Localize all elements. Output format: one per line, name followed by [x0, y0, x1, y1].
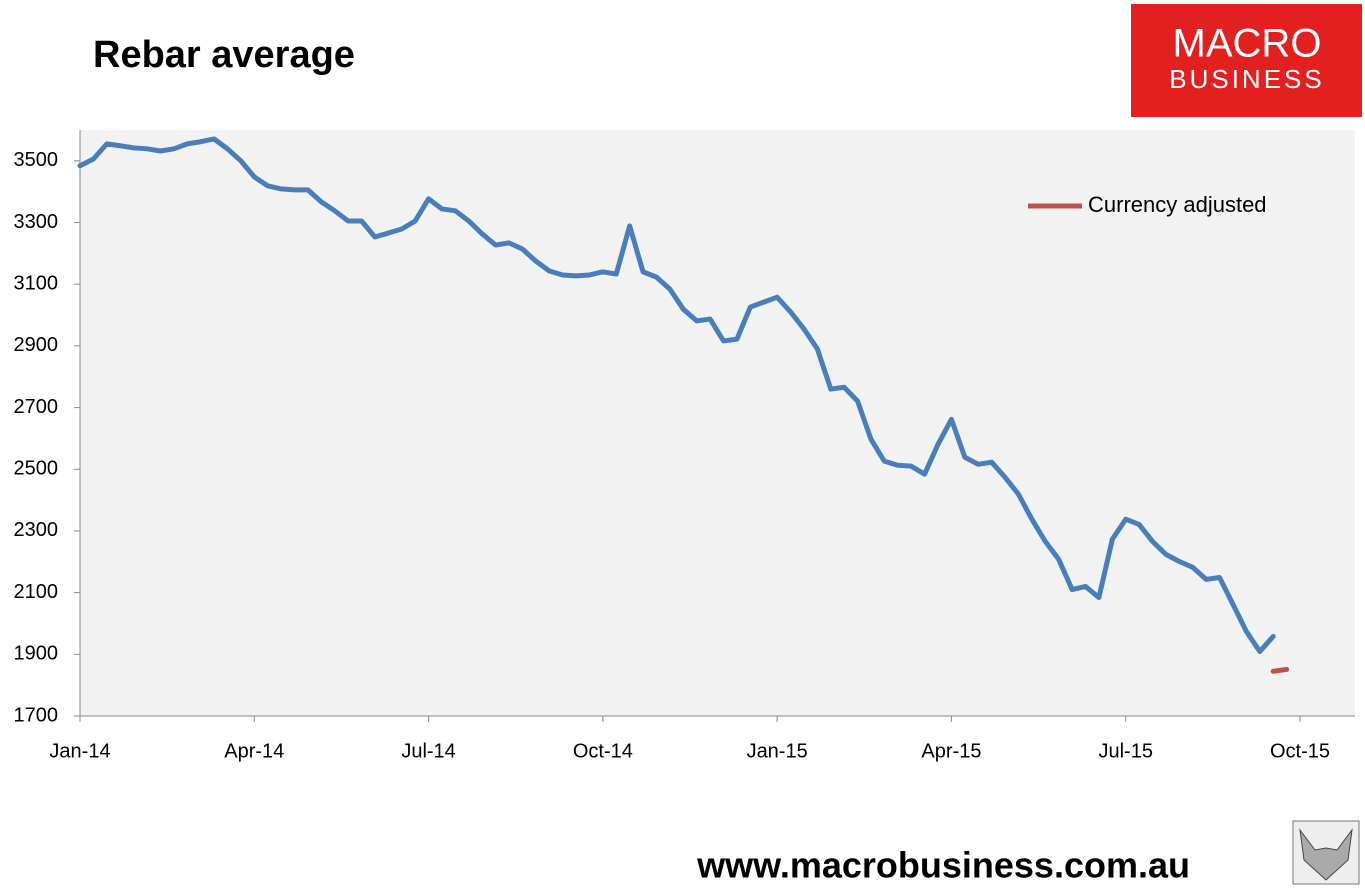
y-tick-label: 2700 [14, 396, 59, 418]
series-line [77, 136, 1276, 655]
logo-text: MACRO [1173, 22, 1322, 66]
plot-area [80, 130, 1355, 716]
legend-label: Currency adjusted [1088, 192, 1267, 217]
fox-icon [1292, 820, 1360, 885]
x-tick-label: Oct-15 [1270, 740, 1330, 762]
y-tick-label: 1900 [14, 643, 59, 665]
y-tick-label: 1700 [14, 704, 59, 726]
x-tick-label: Jan-14 [49, 740, 110, 762]
footer: www.macrobusiness.com.au [696, 845, 1190, 886]
y-tick-label: 2300 [14, 519, 59, 541]
y-tick-label: 2100 [14, 581, 59, 603]
y-tick-label: 3100 [14, 272, 59, 294]
y-tick-label: 2500 [14, 458, 59, 480]
x-tick-label: Jan-15 [747, 740, 808, 762]
x-tick-label: Jul-15 [1098, 740, 1152, 762]
x-tick-label: Oct-14 [573, 740, 633, 762]
logo-box [1131, 4, 1362, 117]
logo-text: BUSINESS [1169, 64, 1325, 94]
x-tick-label: Apr-15 [921, 740, 981, 762]
x-tick-label: Apr-14 [224, 740, 284, 762]
chart-title: Rebar average [93, 34, 355, 76]
y-tick-label: 3500 [14, 149, 59, 171]
series-line [1270, 666, 1290, 674]
y-tick-label: 3300 [14, 211, 59, 233]
x-tick-label: Jul-14 [401, 740, 455, 762]
y-tick-label: 2900 [14, 334, 59, 356]
